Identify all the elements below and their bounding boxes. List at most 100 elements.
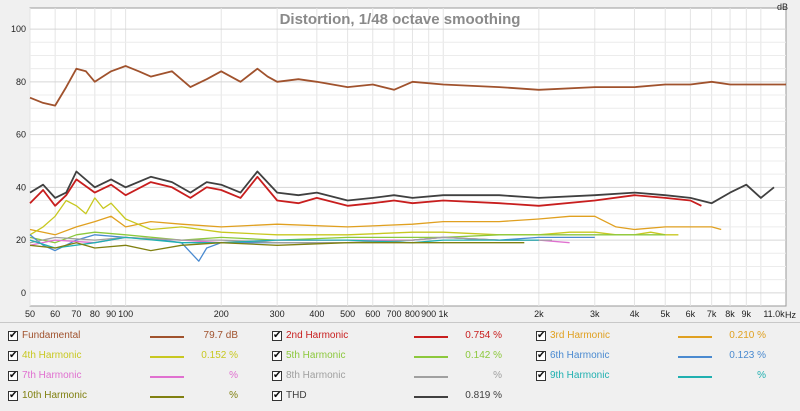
series-line-5th-harmonic <box>29 231 666 244</box>
legend-value: 0.819 % <box>465 390 502 401</box>
legend-item-8th-harmonic: ✔ 8th Harmonic% <box>272 369 522 387</box>
x-tick-label: 700 <box>387 309 402 319</box>
legend-label: 4th Harmonic <box>22 350 82 361</box>
legend-checkbox-6th-harmonic[interactable]: ✔ <box>536 350 546 361</box>
legend-item-10th-harmonic: ✔ 10th Harmonic% <box>8 389 258 407</box>
legend-item-9th-harmonic: ✔ 9th Harmonic% <box>536 369 786 387</box>
x-tick-label: 9k <box>742 309 752 319</box>
x-tick-label: 1k <box>438 309 448 319</box>
series-line-9th-harmonic <box>29 236 539 249</box>
legend-label: 3rd Harmonic <box>550 330 611 341</box>
legend-value: 0.142 % <box>465 350 502 361</box>
legend-label: 10th Harmonic <box>22 390 88 401</box>
series-layer <box>29 65 786 262</box>
legend-item-6th-harmonic: ✔ 6th Harmonic 0.123 % <box>536 349 786 367</box>
series-line-thd <box>29 170 775 205</box>
y-tick-label: 60 <box>16 130 26 140</box>
x-tick-label: 3k <box>590 309 600 319</box>
legend-checkbox-7th-harmonic[interactable]: ✔ <box>8 370 18 381</box>
x-tick-label: 6k <box>686 309 696 319</box>
legend-swatch <box>150 396 184 398</box>
legend-label: 7th Harmonic <box>22 370 82 381</box>
legend-swatch <box>414 396 448 398</box>
x-tick-label: 900 <box>421 309 436 319</box>
x-tick-label: 80 <box>90 309 100 319</box>
x-tick-label: 2k <box>534 309 544 319</box>
y-tick-label: 100 <box>11 24 26 34</box>
legend-label: Fundamental <box>22 330 81 341</box>
x-tick-label: 500 <box>340 309 355 319</box>
x-tick-label: 300 <box>270 309 285 319</box>
x-tick-label: 50 <box>25 309 35 319</box>
legend-value: % <box>757 370 766 381</box>
legend-swatch <box>414 376 448 378</box>
x-tick-label: 100 <box>118 309 133 319</box>
x-tick-label: 11.0k <box>763 309 785 319</box>
legend-swatch <box>678 336 712 338</box>
legend-checkbox-2nd-harmonic[interactable]: ✔ <box>272 330 282 341</box>
legend-checkbox-4th-harmonic[interactable]: ✔ <box>8 350 18 361</box>
legend-swatch <box>150 356 184 358</box>
legend-value: % <box>229 390 238 401</box>
legend-label: 6th Harmonic <box>550 350 610 361</box>
legend-label: 5th Harmonic <box>286 350 346 361</box>
legend-swatch <box>150 336 184 338</box>
y-axis-label: dB <box>777 2 788 12</box>
legend-checkbox-9th-harmonic[interactable]: ✔ <box>536 370 546 381</box>
series-line-10th-harmonic <box>29 242 525 252</box>
x-tick-label: 60 <box>50 309 60 319</box>
legend-swatch <box>150 376 184 378</box>
legend-checkbox-fundamental[interactable]: ✔ <box>8 330 18 341</box>
legend-item-thd: ✔ THD 0.819 % <box>272 389 522 407</box>
x-tick-label: 90 <box>106 309 116 319</box>
y-tick-label: 20 <box>16 235 26 245</box>
legend-item-fundamental: ✔ Fundamental 79.7 dB <box>8 329 258 347</box>
legend-item-7th-harmonic: ✔ 7th Harmonic% <box>8 369 258 387</box>
chart-title: Distortion, 1/48 octave smoothing <box>280 11 521 28</box>
plot-area <box>29 7 787 307</box>
x-tick-label: 5k <box>660 309 670 319</box>
legend-value: 0.210 % <box>729 330 766 341</box>
x-tick-label: 800 <box>405 309 420 319</box>
legend: ✔ Fundamental 79.7 dB ✔ 2nd Harmonic 0.754 % ✔… <box>0 322 800 411</box>
legend-item-4th-harmonic: ✔ 4th Harmonic 0.152 % <box>8 349 258 367</box>
legend-checkbox-3rd-harmonic[interactable]: ✔ <box>536 330 546 341</box>
legend-value: % <box>229 370 238 381</box>
x-tick-label: 400 <box>309 309 324 319</box>
legend-label: 2nd Harmonic <box>286 330 349 341</box>
legend-checkbox-thd[interactable]: ✔ <box>272 390 282 401</box>
legend-swatch <box>678 376 712 378</box>
legend-value: 79.7 dB <box>203 330 238 341</box>
legend-checkbox-8th-harmonic[interactable]: ✔ <box>272 370 282 381</box>
legend-swatch <box>414 336 448 338</box>
grid <box>29 8 786 306</box>
x-axis-unit: Hz <box>785 310 796 320</box>
x-tick-label: 8k <box>725 309 735 319</box>
x-tick-label: 7k <box>707 309 717 319</box>
legend-value: 0.123 % <box>729 350 766 361</box>
legend-checkbox-10th-harmonic[interactable]: ✔ <box>8 390 18 401</box>
legend-value: % <box>493 370 502 381</box>
legend-item-2nd-harmonic: ✔ 2nd Harmonic 0.754 % <box>272 329 522 347</box>
legend-item-5th-harmonic: ✔ 5th Harmonic 0.142 % <box>272 349 522 367</box>
series-line-3rd-harmonic <box>29 215 722 236</box>
y-tick-label: 40 <box>16 182 26 192</box>
series-line-2nd-harmonic <box>29 175 702 207</box>
y-tick-label: 0 <box>21 288 26 298</box>
series-line-fundamental <box>29 65 786 107</box>
legend-swatch <box>414 356 448 358</box>
x-tick-label: 600 <box>365 309 380 319</box>
legend-checkbox-5th-harmonic[interactable]: ✔ <box>272 350 282 361</box>
legend-label: THD <box>286 390 307 401</box>
legend-label: 8th Harmonic <box>286 370 346 381</box>
legend-label: 9th Harmonic <box>550 370 610 381</box>
y-tick-label: 80 <box>16 77 26 87</box>
legend-swatch <box>678 356 712 358</box>
x-tick-label: 70 <box>71 309 81 319</box>
x-tick-label: 200 <box>214 309 229 319</box>
legend-value: 0.152 % <box>201 350 238 361</box>
legend-item-3rd-harmonic: ✔ 3rd Harmonic 0.210 % <box>536 329 786 347</box>
